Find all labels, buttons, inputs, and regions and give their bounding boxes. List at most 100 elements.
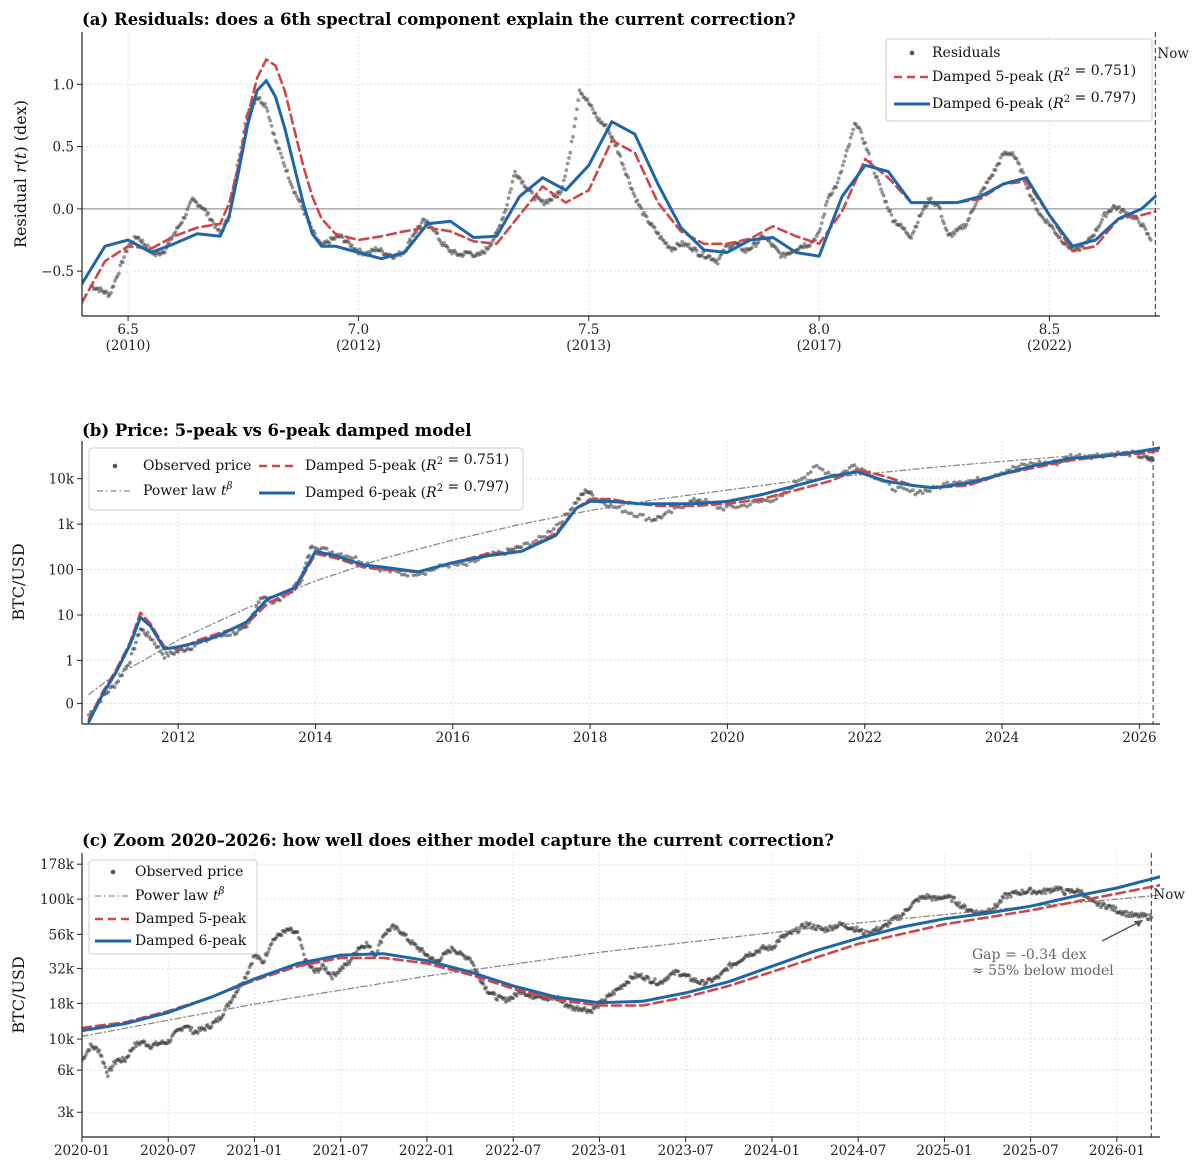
scatter-point-a [1092,233,1097,238]
scatter-point-a [879,187,883,192]
scatter-point-b [852,463,857,467]
scatter-point-a [973,202,978,207]
scatter-point-a [1098,221,1103,225]
legend-c: Observed price Power law tβ Damped 5-peak D… [88,859,258,955]
scatter-point-a [942,221,946,226]
scatter-point-b [557,521,562,525]
y-tick-label-c: 10k [49,1032,75,1048]
scatter-point-a [621,163,625,167]
scatter-point-a [858,126,862,131]
scatter-point-c [471,963,476,968]
scatter-point-b [826,470,831,475]
scatter-point-a [503,208,508,212]
scatter-point-a [847,142,852,147]
scatter-point-a [885,205,890,210]
scatter-point-b [823,471,828,476]
scatter-point-a [186,204,191,209]
scatter-point-c [814,927,819,932]
scatter-point-a [844,148,849,153]
scatter-point-a [877,182,882,187]
scatter-point-a [673,247,678,252]
scatter-point-b [724,504,729,509]
scatter-point-c [701,978,705,983]
scatter-point-a [163,250,167,255]
scatter-point-c [341,966,346,970]
y-tick-label-b: 0 [65,697,74,713]
scatter-point-a [418,224,423,229]
legend-b: Observed price Power law tβ Damped 5-peak … [88,447,524,511]
scatter-point-c [377,943,381,947]
scatter-point-a [272,132,277,137]
scatter-point-b [116,679,121,684]
scatter-point-a [714,258,719,263]
scatter-point-a [293,190,298,195]
scatter-point-b [896,485,900,490]
scatter-point-b [414,573,419,577]
scatter-point-a [530,190,535,195]
scatter-point-b [632,514,637,518]
scatter-point-a [203,208,208,213]
scatter-point-a [854,122,858,127]
panel-a: (a) Residuals: does a 6th spectral compo… [11,10,1189,354]
scatter-point-a [813,238,817,243]
scatter-point-b [820,467,825,472]
scatter-point-a [501,215,506,220]
scatter-point-c [1001,896,1006,900]
scatter-point-c [773,944,778,948]
scatter-point-c [295,930,300,934]
scatter-point-a [808,243,812,248]
legend-label-b: Damped 6-peak (R2 = 0.797) [305,479,509,501]
scatter-point-a [912,229,916,234]
scatter-point-b [623,509,628,514]
y-tick-label-a: 0.5 [53,140,74,156]
scatter-point-b [464,563,469,568]
scatter-point-b [1016,464,1021,469]
scatter-point-b [145,630,150,635]
series-line-damped-6-peak-b [87,446,1160,724]
legend-label-a: Residuals [932,45,1000,61]
scatter-point-a [860,137,865,141]
scatter-point-a [506,196,511,201]
scatter-point-a [1010,151,1015,155]
legend-label-b: Damped 5-peak (R2 = 0.751) [305,452,509,474]
y-axis-label-a: Residual r(t) (dex) [11,100,30,248]
scatter-point-b [890,487,895,492]
scatter-point-c [999,899,1003,904]
scatter-point-c [1020,888,1024,893]
scatter-point-a [510,179,515,184]
scatter-point-a [872,171,877,176]
scatter-point-c [851,926,856,930]
scatter-point-c [643,977,647,982]
scatter-point-b [910,488,915,493]
scatter-point-c [448,950,453,955]
scatter-point-b [554,522,559,527]
scatter-point-a [109,290,113,295]
scatter-point-b [551,527,556,531]
scatter-point-a [972,205,977,210]
scatter-point-b [128,660,133,665]
scatter-point-b [771,498,776,503]
scatter-point-a [863,140,868,145]
scatter-point-a [921,207,925,212]
scatter-point-b [411,573,416,578]
scatter-point-a [607,131,612,136]
scatter-point-a [590,107,595,111]
scatter-point-a [818,227,823,231]
scatter-point-a [585,97,590,102]
scatter-point-b [756,500,761,504]
scatter-point-a [182,216,187,221]
scatter-point-b [461,562,466,566]
scatter-point-c [103,1065,108,1070]
scatter-point-a [1017,162,1022,166]
scatter-point-c [414,943,418,947]
chart-title-c: (c) Zoom 2020–2026: how well does either… [82,831,834,850]
scatter-point-a [821,215,825,220]
scatter-point-a [194,200,199,205]
scatter-point-b [945,480,949,485]
scatter-point-a [446,245,450,250]
scatter-point-a [184,212,188,217]
scatter-point-c [262,959,267,964]
scatter-point-a [888,208,893,213]
scatter-point-c [267,946,272,951]
scatter-point-a [294,193,299,198]
